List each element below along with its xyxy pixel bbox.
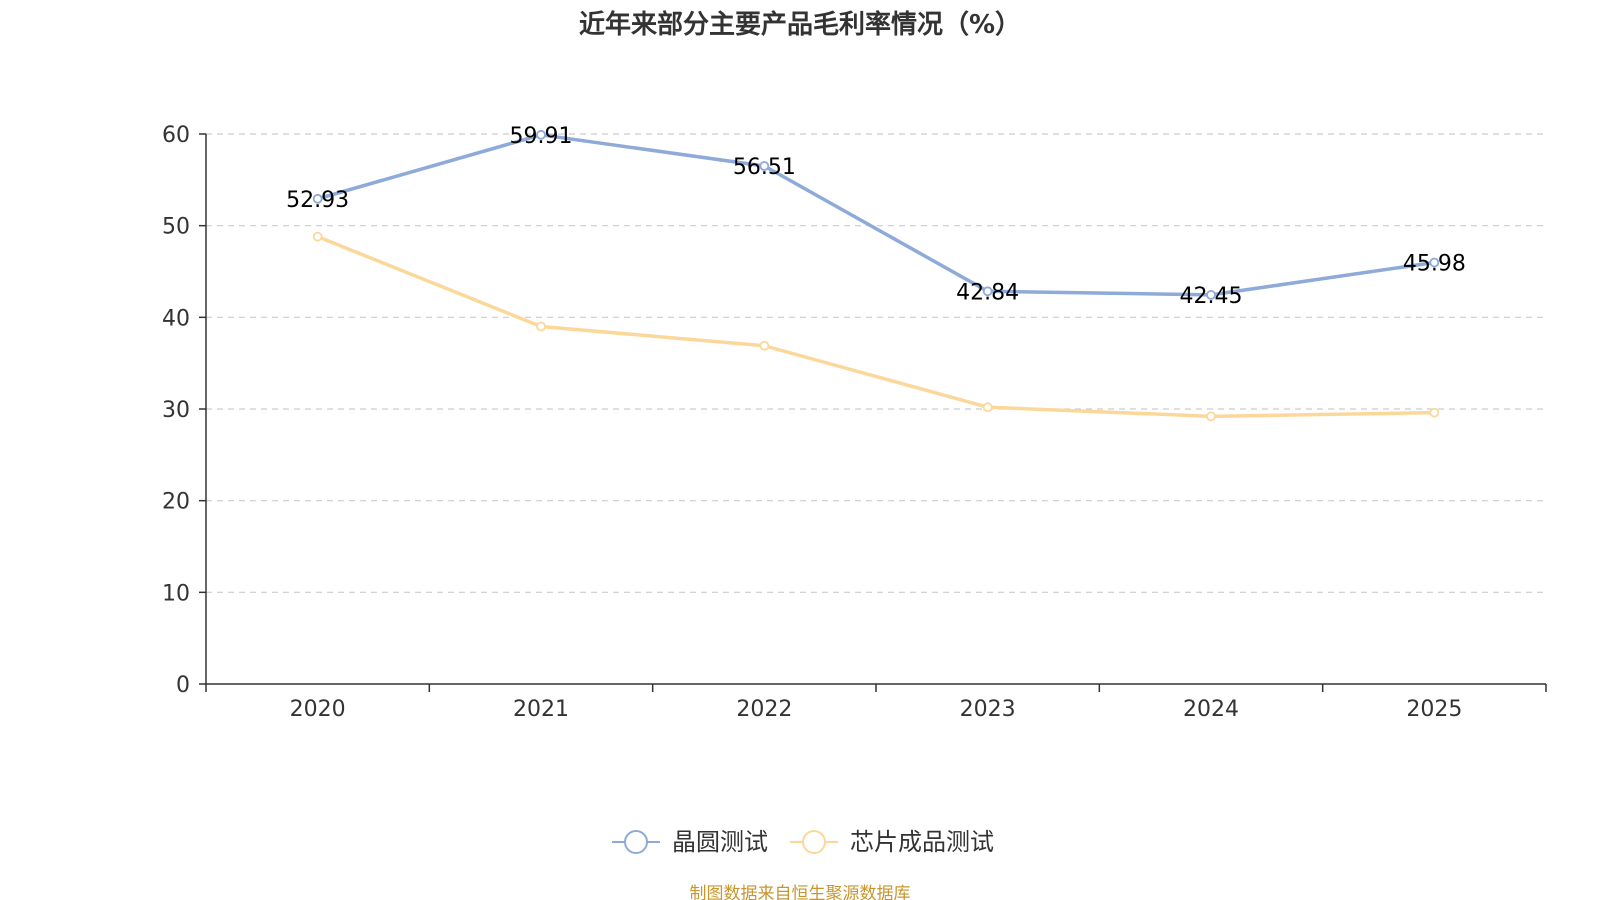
point-1-2025 <box>1429 407 1440 418</box>
series-line-0 <box>317 133 1435 297</box>
data-label-0-2022: 56.51 <box>733 155 796 180</box>
point-0-2022 <box>759 161 770 171</box>
legend-item-chip-test[interactable]: 芯片成品测试 <box>790 828 994 856</box>
data-label-0-2025: 45.98 <box>1403 252 1466 277</box>
y-tick-label-50: 50 <box>162 215 190 240</box>
y-tick-label-10: 10 <box>162 581 190 606</box>
series <box>312 129 1440 422</box>
chart-title: 近年来部分主要产品毛利率情况（%） <box>579 9 1021 40</box>
point-0-2023 <box>982 286 993 297</box>
legend: 晶圆测试 芯片成品测试 <box>612 828 994 856</box>
legend-label-wafer-test: 晶圆测试 <box>672 828 768 856</box>
x-tick-label-2020: 2020 <box>290 697 346 722</box>
point-1-2023 <box>982 402 993 413</box>
source-note: 制图数据来自恒生聚源数据库 <box>690 884 911 900</box>
data-labels: 52.93 59.91 56.51 42.84 42.45 45.98 <box>286 124 1466 309</box>
series-line-1 <box>317 235 1435 419</box>
point-1-2020 <box>312 231 323 242</box>
x-tick-label-2025: 2025 <box>1406 697 1462 722</box>
point-0-2021 <box>536 129 546 140</box>
data-label-0-2021: 59.91 <box>510 124 573 149</box>
y-tick-label-0: 0 <box>176 673 190 698</box>
point-0-2025 <box>1429 257 1440 268</box>
legend-item-wafer-test[interactable]: 晶圆测试 <box>612 828 768 856</box>
data-label-0-2020: 52.93 <box>286 188 349 213</box>
grid-lines <box>206 133 1546 593</box>
point-0-2024 <box>1206 289 1216 300</box>
x-tick-label-2021: 2021 <box>513 697 569 722</box>
point-1-2022 <box>759 340 770 351</box>
point-1-2021 <box>536 321 546 332</box>
y-tick-label-30: 30 <box>162 398 190 423</box>
x-tick-label-2023: 2023 <box>960 697 1016 722</box>
data-label-0-2023: 42.84 <box>956 280 1019 305</box>
y-tick-label-40: 40 <box>162 306 190 331</box>
point-1-2024 <box>1206 411 1216 422</box>
x-tick-label-2022: 2022 <box>736 697 792 722</box>
y-tick-label-60: 60 <box>162 123 190 148</box>
y-tick-label-20: 20 <box>162 490 190 515</box>
legend-marker-wafer-test <box>624 830 648 854</box>
axes: 0 10 20 30 40 50 60 2020 2021 2022 2023 2024 2025 <box>162 123 1547 722</box>
legend-label-chip-test: 芯片成品测试 <box>850 828 994 856</box>
legend-marker-chip-test <box>802 830 826 854</box>
data-label-0-2024: 42.45 <box>1180 284 1243 309</box>
x-tick-label-2024: 2024 <box>1183 697 1239 722</box>
point-0-2020 <box>312 193 323 204</box>
